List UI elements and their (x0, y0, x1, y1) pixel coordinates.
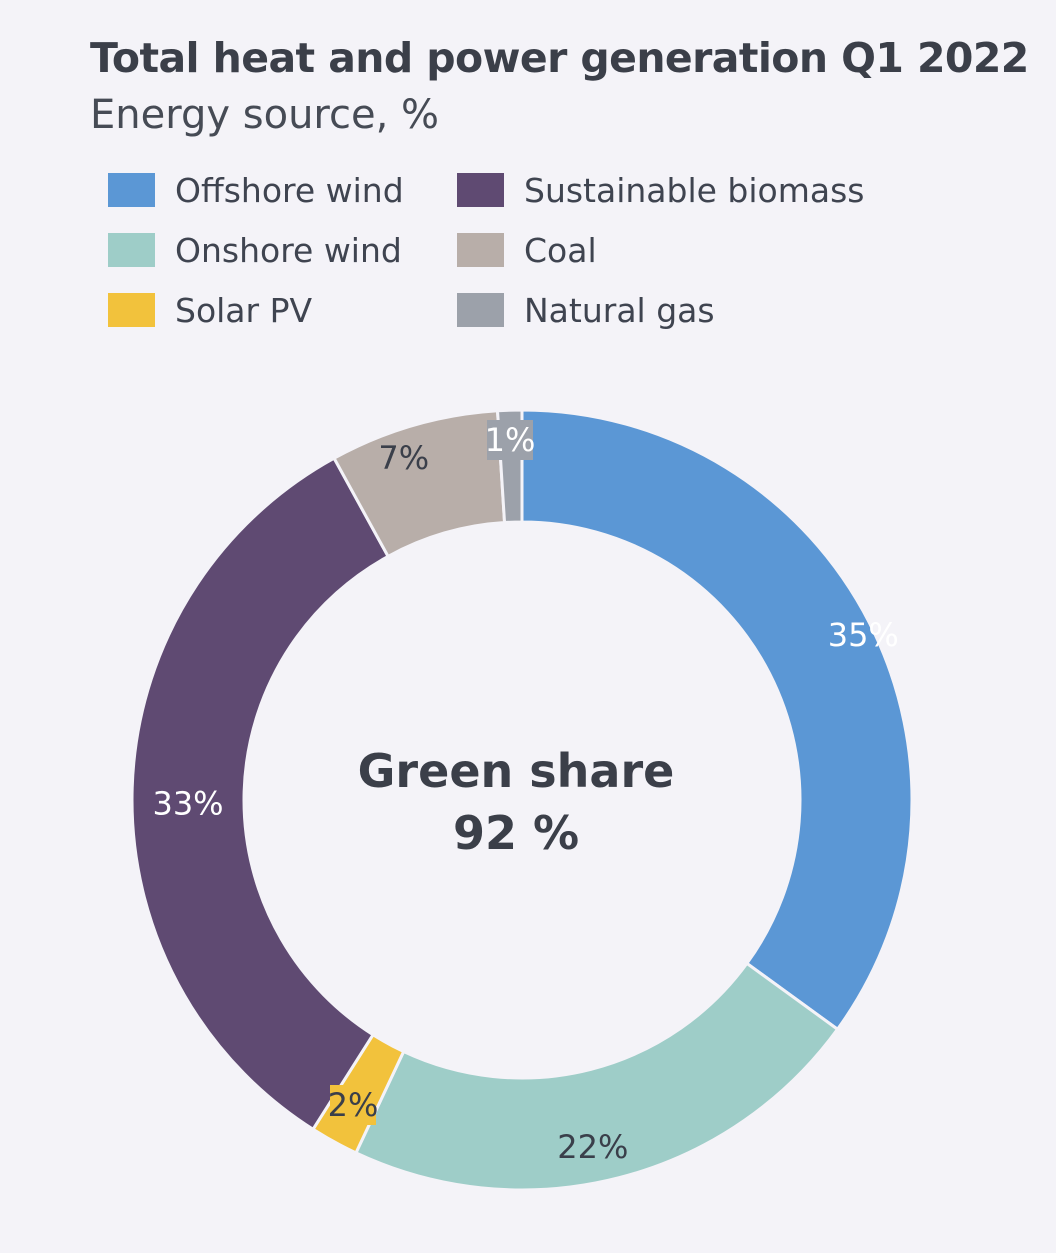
legend-swatch (457, 173, 504, 207)
legend-item-coal: Coal (457, 230, 877, 270)
legend-label: Solar PV (175, 290, 313, 330)
legend-label: Sustainable biomass (524, 170, 865, 210)
legend-item-onshore-wind: Onshore wind (108, 230, 457, 270)
slice-label-onshore-wind: 22% (557, 1128, 628, 1166)
legend-swatch (108, 293, 155, 327)
slice-label-sustainable-biomass: 33% (152, 784, 223, 822)
legend-item-solar-pv: Solar PV (108, 290, 457, 330)
chart-subtitle: Energy source, % (90, 92, 440, 138)
chart-title: Total heat and power generation Q1 2022 (90, 34, 1029, 82)
legend-item-natural-gas: Natural gas (457, 290, 877, 330)
legend-label: Natural gas (524, 290, 715, 330)
slice-offshore-wind (520, 408, 914, 1032)
center-label-value: 92 % (453, 806, 579, 860)
center-label-title: Green share (358, 744, 675, 798)
legend-item-sustainable-biomass: Sustainable biomass (457, 170, 877, 210)
legend: Offshore wind Sustainable biomass Onshor… (108, 170, 877, 330)
slice-label-natural-gas: 1% (485, 421, 536, 459)
slice-sustainable-biomass (130, 456, 391, 1132)
slice-labels: 35% 22% 2% 33% 7% 1% (152, 420, 899, 1166)
slice-label-box (330, 1085, 376, 1125)
slice-onshore-wind (353, 961, 840, 1192)
legend-label: Offshore wind (175, 170, 404, 210)
legend-swatch (108, 173, 155, 207)
legend-item-offshore-wind: Offshore wind (108, 170, 457, 210)
slice-label-offshore-wind: 35% (828, 616, 899, 654)
legend-swatch (108, 233, 155, 267)
slice-label-solar-pv: 2% (328, 1086, 379, 1124)
slice-label-box (487, 420, 533, 460)
legend-label: Coal (524, 230, 597, 270)
legend-label: Onshore wind (175, 230, 402, 270)
donut-slices (130, 408, 914, 1192)
slice-label-coal: 7% (378, 439, 429, 477)
legend-swatch (457, 233, 504, 267)
legend-swatch (457, 293, 504, 327)
